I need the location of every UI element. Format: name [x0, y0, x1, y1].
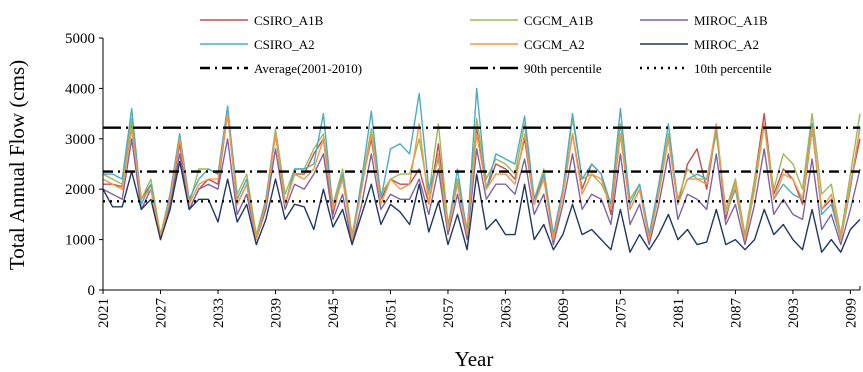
x-tick-label: 2033	[211, 298, 227, 328]
legend-label-90th-percentile: 90th percentile	[524, 61, 602, 76]
y-axis-label: Total Annual Flow (cms)	[5, 60, 29, 270]
series-line-csiro-a2	[103, 87, 861, 241]
legend-label-csiro-a2: CSIRO_A2	[254, 37, 315, 52]
x-tick-label: 2021	[96, 298, 112, 328]
x-tick-label: 2093	[786, 298, 802, 328]
legend-label-average-2001-2010: Average(2001-2010)	[254, 61, 362, 76]
x-tick-label: 2027	[153, 298, 169, 329]
x-tick-label: 2039	[268, 298, 284, 328]
y-tick-label: 4000	[65, 81, 95, 97]
legend: CSIRO_A1B CGCM_A1B MIROC_A1B CSIRO_A2 CGCM_A…	[200, 13, 772, 76]
y-tick-label: 2000	[65, 182, 95, 198]
y-tick-label: 3000	[65, 132, 95, 148]
y-tick-label: 0	[88, 283, 96, 299]
legend-label-miroc-a1b: MIROC_A1B	[694, 13, 768, 28]
series-line-miroc-a1b	[102, 138, 861, 246]
legend-label-10th-percentile: 10th percentile	[694, 61, 772, 76]
x-axis-label: Year	[455, 347, 494, 371]
y-tick-label: 1000	[65, 233, 95, 249]
x-tick-label: 2063	[498, 298, 514, 328]
x-tick-label: 2051	[383, 298, 399, 328]
legend-label-cgcm-a1b: CGCM_A1B	[524, 13, 594, 28]
x-tick-label: 2045	[326, 298, 342, 328]
x-tick-label: 2057	[441, 298, 457, 329]
x-tick-label: 2087	[728, 298, 744, 329]
legend-label-miroc-a2: MIROC_A2	[694, 37, 759, 52]
legend-label-cgcm-a2: CGCM_A2	[524, 37, 585, 52]
x-tick-label: 2081	[671, 298, 687, 328]
plot-area	[102, 87, 861, 253]
y-tick-label: 5000	[65, 31, 95, 47]
axes: 0 1000 2000 3000 4000 5000 2021 2027 2033 2039 204…	[65, 31, 861, 329]
x-tick-label: 2099	[843, 298, 859, 328]
x-tick-label: 2075	[613, 298, 629, 328]
x-tick-label: 2069	[556, 298, 572, 328]
legend-label-csiro-a1b: CSIRO_A1B	[254, 13, 324, 28]
